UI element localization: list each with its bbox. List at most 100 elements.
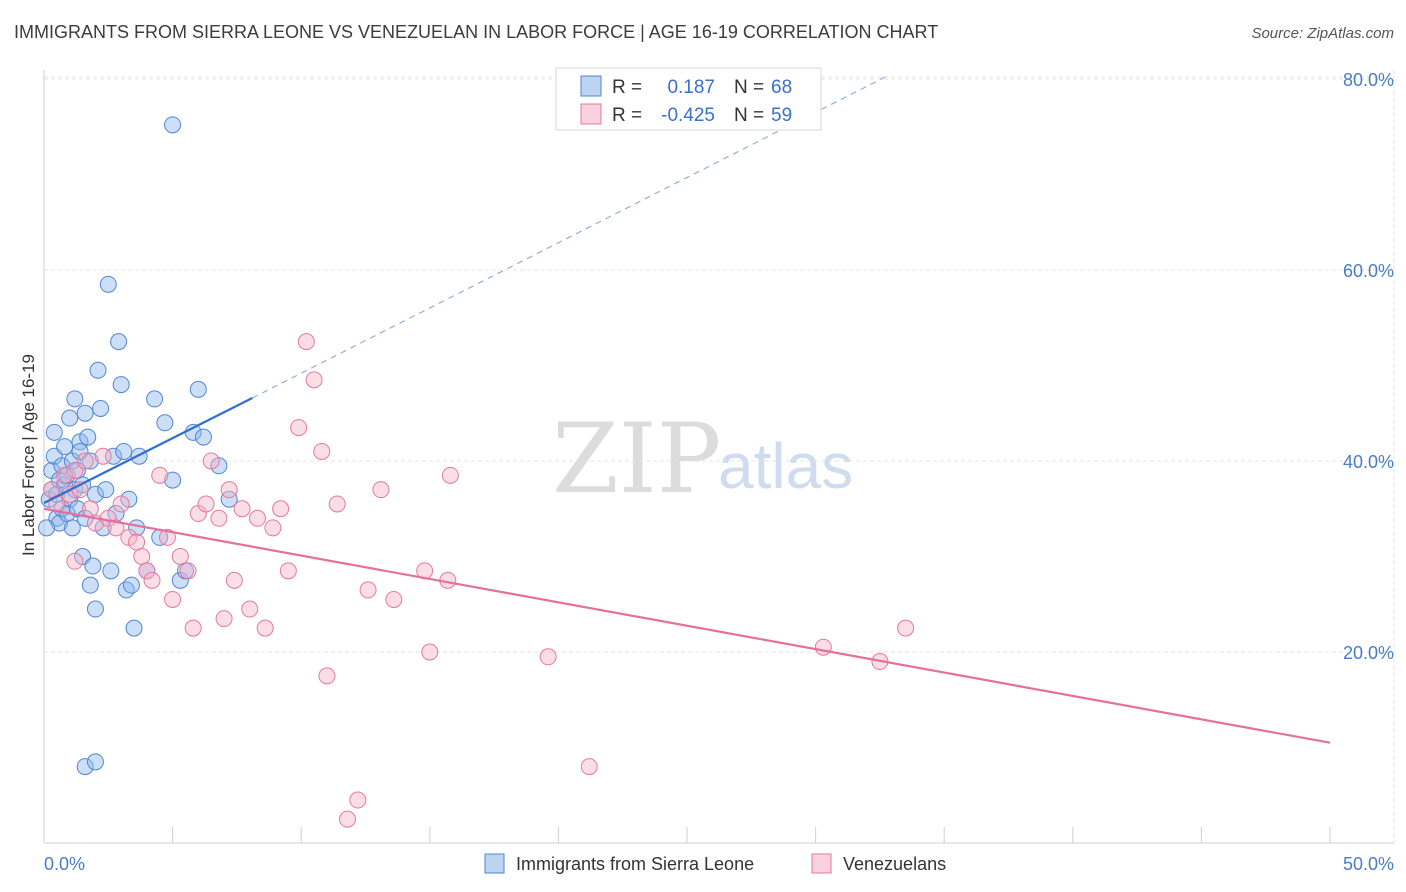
watermark-zip: ZIP — [552, 403, 721, 515]
venezuelan-point-35 — [264, 519, 282, 537]
sierra-leone-point-39 — [99, 275, 117, 293]
venezuelan-point-29 — [220, 481, 238, 499]
sierra-leone-point-32 — [84, 557, 102, 575]
venezuelan-point-15 — [133, 548, 151, 565]
sierra-leone-point-43 — [110, 333, 128, 351]
venezuelan-point-19 — [158, 528, 176, 546]
y-tick-label-20: 20.0% — [1343, 643, 1394, 663]
legend-swatch-venezuelans — [580, 103, 602, 125]
series-legend-swatch-venezuelans[interactable] — [811, 853, 832, 874]
series-legend-swatch-sierra-leone[interactable] — [484, 853, 505, 874]
sierra-leone-point-64 — [76, 758, 94, 776]
venezuelan-point-6 — [76, 452, 94, 470]
sierra-leone-point-41 — [104, 447, 122, 465]
venezuelan-point-12 — [112, 495, 130, 513]
legend-r-label-1: R = — [612, 105, 642, 126]
venezuelan-point-34 — [256, 619, 274, 637]
venezuelan-point-46 — [359, 581, 377, 599]
venezuelan-point-50 — [421, 643, 439, 661]
sierra-leone-point-30 — [81, 452, 99, 470]
y-tick-label-60: 60.0% — [1343, 261, 1394, 281]
sierra-leone-point-56 — [164, 471, 182, 489]
venezuelan-trend-line — [43, 507, 1331, 744]
venezuelan-point-43 — [328, 495, 346, 513]
venezuelan-point-22 — [179, 562, 197, 580]
sierra-leone-point-10 — [53, 457, 71, 475]
venezuelan-point-17 — [143, 571, 161, 589]
sierra-leone-point-38 — [97, 481, 115, 499]
venezuelan-point-52 — [441, 466, 459, 484]
watermark-atlas: atlas — [718, 430, 853, 502]
y-tick-label-80: 80.0% — [1343, 70, 1394, 90]
venezuelan-point-20 — [164, 590, 182, 608]
y-tick-label-40: 40.0% — [1343, 452, 1394, 472]
venezuelan-point-16 — [138, 562, 156, 580]
sierra-leone-point-55 — [156, 414, 174, 432]
sierra-leone-point-12 — [56, 438, 74, 456]
legend-r-value-0: 0.187 — [667, 77, 715, 98]
sierra-leone-point-63 — [220, 490, 238, 508]
sierra-leone-point-53 — [146, 390, 164, 408]
venezuelan-point-42 — [318, 667, 336, 685]
venezuelan-point-30 — [225, 571, 243, 589]
legend-n-label-0: N = — [734, 77, 764, 98]
legend-r-value-1: -0.425 — [661, 105, 715, 126]
venezuelan-point-53 — [539, 648, 557, 666]
venezuelan-point-25 — [197, 495, 215, 513]
sierra-leone-point-48 — [122, 576, 140, 594]
sierra-leone-point-27 — [76, 404, 94, 422]
series-legend: Immigrants from Sierra Leone Venezuelans — [484, 853, 946, 874]
sierra-leone-point-67 — [38, 519, 56, 537]
venezuelan-point-33 — [248, 509, 266, 527]
x-tick-label-max: 50.0% — [1343, 854, 1394, 874]
venezuelan-point-36 — [272, 500, 290, 518]
sierra-leone-point-66 — [164, 116, 182, 134]
venezuelan-point-14 — [128, 533, 146, 551]
venezuelan-point-58 — [66, 552, 84, 570]
sierra-leone-point-35 — [89, 361, 107, 379]
venezuelan-point-48 — [385, 590, 403, 608]
y-axis-label: In Labor Force | Age 16-19 — [19, 354, 38, 556]
sierra-leone-trend-line — [43, 396, 253, 505]
venezuelan-point-37 — [279, 562, 297, 580]
axes — [43, 70, 1394, 844]
sierra-leone-point-49 — [125, 619, 143, 637]
x-tick-label-min: 0.0% — [44, 854, 85, 874]
legend-n-label-1: N = — [734, 105, 764, 126]
trend-layer — [43, 76, 1331, 744]
venezuelan-point-57 — [897, 619, 915, 637]
venezuelan-point-38 — [290, 419, 308, 437]
series-legend-label-sierra-leone[interactable]: Immigrants from Sierra Leone — [516, 854, 754, 874]
venezuelan-point-21 — [171, 548, 189, 565]
venezuelan-point-55 — [814, 638, 832, 656]
venezuelan-point-9 — [94, 447, 112, 465]
venezuelan-point-7 — [81, 500, 99, 518]
venezuelan-point-40 — [305, 371, 323, 389]
venezuelan-point-47 — [372, 481, 390, 499]
venezuelan-point-39 — [297, 333, 315, 351]
y-tick-labels: 20.0% 40.0% 60.0% 80.0% — [1343, 70, 1394, 663]
sierra-leone-point-45 — [115, 442, 133, 460]
sierra-leone-point-29 — [79, 428, 97, 446]
sierra-leone-point-33 — [86, 600, 104, 618]
sierra-leone-point-65 — [86, 753, 104, 771]
sierra-leone-point-17 — [63, 519, 81, 537]
venezuelan-point-32 — [241, 600, 259, 618]
sierra-leone-point-62 — [189, 380, 207, 398]
sierra-leone-trend-extension — [252, 76, 886, 399]
sierra-leone-point-16 — [61, 409, 79, 427]
legend-n-value-1: 59 — [771, 105, 792, 126]
sierra-leone-point-40 — [102, 562, 120, 580]
venezuelan-point-11 — [107, 519, 125, 537]
venezuelan-point-2 — [56, 466, 74, 484]
venezuelan-point-18 — [151, 466, 169, 484]
legend-swatch-sierra-leone — [580, 75, 602, 97]
sierra-leone-point-36 — [92, 399, 110, 417]
legend-n-value-0: 68 — [771, 77, 792, 98]
stats-legend: R = 0.187 N = 68 R = -0.425 N = 59 — [555, 67, 822, 131]
sierra-leone-point-4 — [45, 423, 63, 441]
chart-source: Source: ZipAtlas.com — [1251, 25, 1394, 42]
series-legend-label-venezuelans[interactable]: Venezuelans — [843, 854, 946, 874]
venezuelan-point-44 — [338, 810, 356, 828]
